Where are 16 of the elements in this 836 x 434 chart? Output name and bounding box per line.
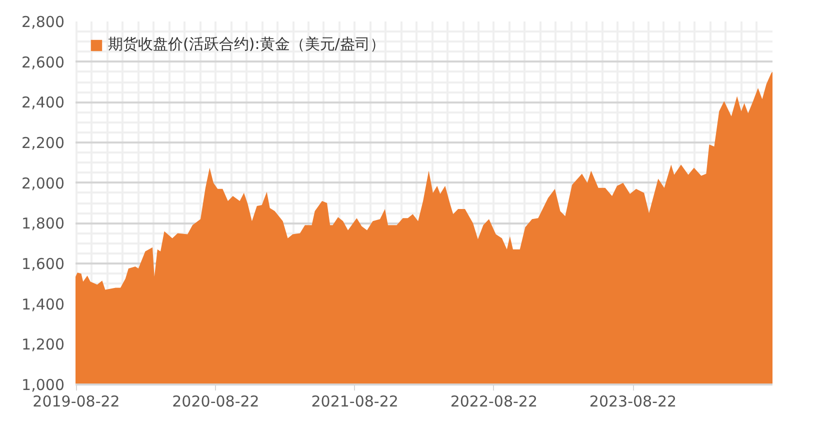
legend-label: 期货收盘价(活跃合约):黄金（美元/盎司） <box>108 35 385 54</box>
y-tick-label: 2,600 <box>22 53 65 72</box>
y-tick-label: 2,000 <box>22 174 65 192</box>
y-tick-label: 1,200 <box>22 336 65 354</box>
y-tick-label: 1,000 <box>22 376 65 394</box>
y-tick-label: 2,400 <box>22 94 65 112</box>
x-tick-label: 2019-08-22 <box>32 392 120 410</box>
y-tick-label: 1,800 <box>22 214 65 233</box>
y-tick-label: 1,400 <box>22 295 65 314</box>
x-tick-label: 2020-08-22 <box>172 392 260 410</box>
x-tick-label: 2021-08-22 <box>311 392 398 410</box>
y-tick-label: 2,200 <box>22 134 65 152</box>
x-tick-label: 2023-08-22 <box>589 392 677 410</box>
y-tick-label: 1,600 <box>22 255 65 273</box>
x-tick-label: 2022-08-22 <box>450 392 538 410</box>
y-tick-label: 2,800 <box>22 13 65 31</box>
